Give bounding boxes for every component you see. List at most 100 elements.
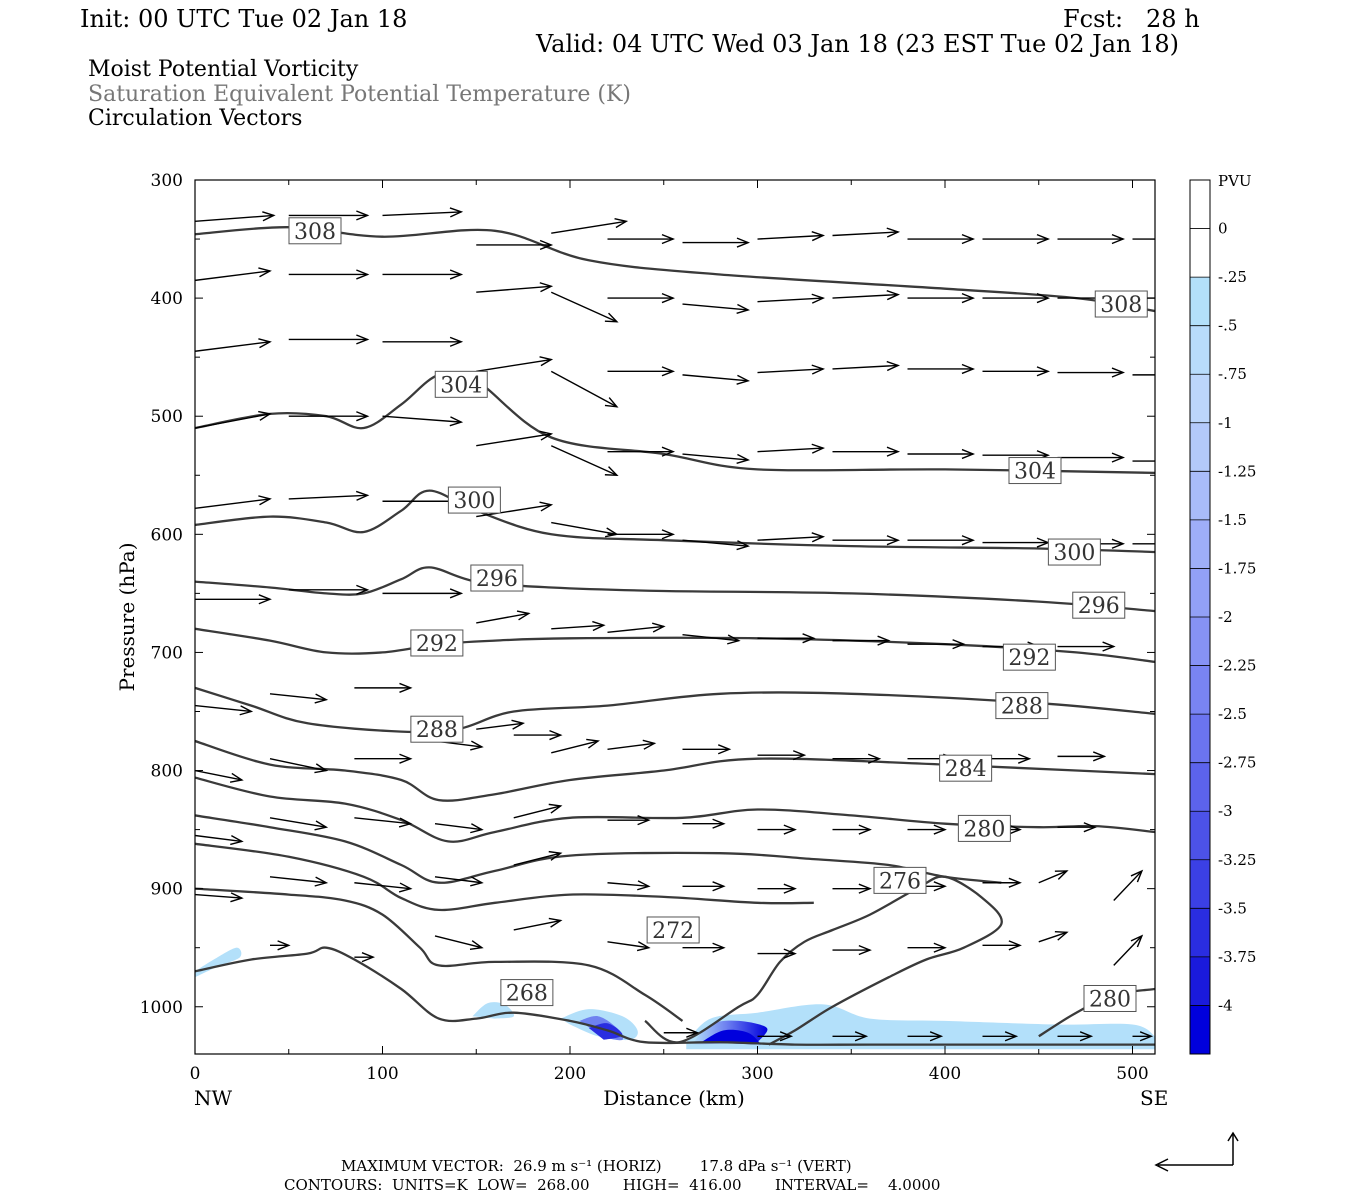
wind-vector [907,293,976,304]
colorbar-swatch [1190,908,1210,958]
wind-vector [607,446,676,457]
contour-label: 280 [1089,987,1131,1012]
valid-time: Valid: 04 UTC Wed 03 Jan 18 (23 EST Tue … [536,30,1180,58]
x-tick-label: 400 [929,1064,961,1084]
x-tick-label: 0 [190,1064,201,1084]
field-title-mpv: Moist Potential Vorticity [88,57,359,82]
contour-label: 304 [440,373,482,398]
contour-label: 288 [416,718,458,743]
wind-vector [832,360,901,372]
wind-vector [907,942,947,953]
contour-label-box [410,629,464,657]
y-tick-label: 400 [151,289,183,309]
colorbar-label: -3.5 [1218,899,1247,917]
contour-line [195,739,1155,802]
colorbar-swatch [1190,568,1210,618]
wind-vector [382,336,464,347]
wind-vector [476,430,554,447]
colorbar-label: -3.25 [1218,851,1256,869]
wind-vector [907,233,976,245]
wind-vector [269,876,329,887]
wind-vector [907,824,947,835]
wind-vector [269,693,329,704]
colorbar-label: -.25 [1218,268,1247,286]
wind-vector [382,415,464,427]
wind-vector [1057,233,1126,245]
colorbar-swatch [1190,762,1210,812]
wind-vector [195,769,244,783]
wind-vector [907,639,966,650]
wind-vector [1057,1031,1094,1042]
contour-line [195,489,1155,554]
contour-label-box [500,979,554,1007]
contour-label-box [1072,591,1126,619]
wind-vector [269,758,329,774]
wind-vector [682,453,751,465]
wind-vector [757,443,826,454]
contour-label: 272 [652,919,694,944]
mpv-region [701,1029,762,1045]
y-tick-label: 1000 [140,998,183,1018]
colorbar-swatch [1190,228,1210,278]
wind-vector [757,824,797,835]
wind-vector [757,948,797,959]
axes: 300 400 500 600 700 800 900 1000 0 100 200 300 400 50… [140,171,1155,1084]
wind-vector [682,539,751,551]
contour-label-box [646,916,700,944]
wind-vector [832,535,901,546]
wind-vector [607,880,651,891]
wind-vector [682,303,751,315]
wind-vector [832,446,901,457]
wind-vector [476,719,525,730]
colorbar-label: -1.75 [1218,559,1256,577]
wind-vector [907,363,976,375]
wind-vector [682,374,751,385]
wind-vector [757,231,826,242]
wind-vector [513,803,563,819]
wind-vector [982,940,1022,951]
contour-line [195,887,684,1022]
colorbar-label: -4 [1218,996,1233,1014]
contour-label: 280 [963,817,1005,842]
wind-vector [832,883,872,894]
y-tick-label: 300 [151,171,183,191]
wind-vector [832,227,901,238]
wind-vector [682,634,741,645]
wind-vector [1132,543,1155,545]
colorbar-label: -2 [1218,608,1233,626]
y-tick-label: 500 [151,407,183,427]
wind-vector [1057,822,1097,833]
contour-label: 300 [1053,541,1095,566]
wind-vector [682,818,726,829]
contour-line [644,875,1003,1046]
contour-info: CONTOURS: UNITS=K LOW= 268.00 HIGH= 416.… [284,1176,941,1194]
wind-vector [476,356,554,373]
circulation-vectors [195,207,1155,1042]
wind-vector [682,881,726,892]
maximum-vector-note: MAXIMUM VECTOR: 26.9 m s⁻¹ (HORIZ) 17.8 … [341,1157,852,1175]
wind-vector [288,584,370,595]
colorbar-label: -2.5 [1218,705,1247,723]
contour-line [195,776,1155,843]
wind-vector [982,877,1022,888]
colorbar-label: -2.75 [1218,754,1256,772]
wind-vector [757,364,826,375]
colorbar-swatch [1190,665,1210,715]
colorbar-swatch [1190,1005,1210,1055]
wind-vector [354,952,376,963]
wind-vector [354,882,413,893]
wind-vector [288,490,370,501]
wind-vector [907,535,976,546]
wind-vector [607,815,651,826]
wind-vector [607,233,676,245]
wind-vector [1057,641,1116,652]
x-tick-label: 300 [741,1064,773,1084]
wind-vector [513,850,563,866]
wind-vector [682,237,751,248]
wind-vector [607,739,657,750]
reference-vector-icon [1154,1131,1239,1172]
colorbar-label: -3.75 [1218,948,1256,966]
colorbar-label: 0 [1218,220,1228,238]
colorbar-label: -1.5 [1218,511,1247,529]
contour-label: 300 [453,489,495,514]
